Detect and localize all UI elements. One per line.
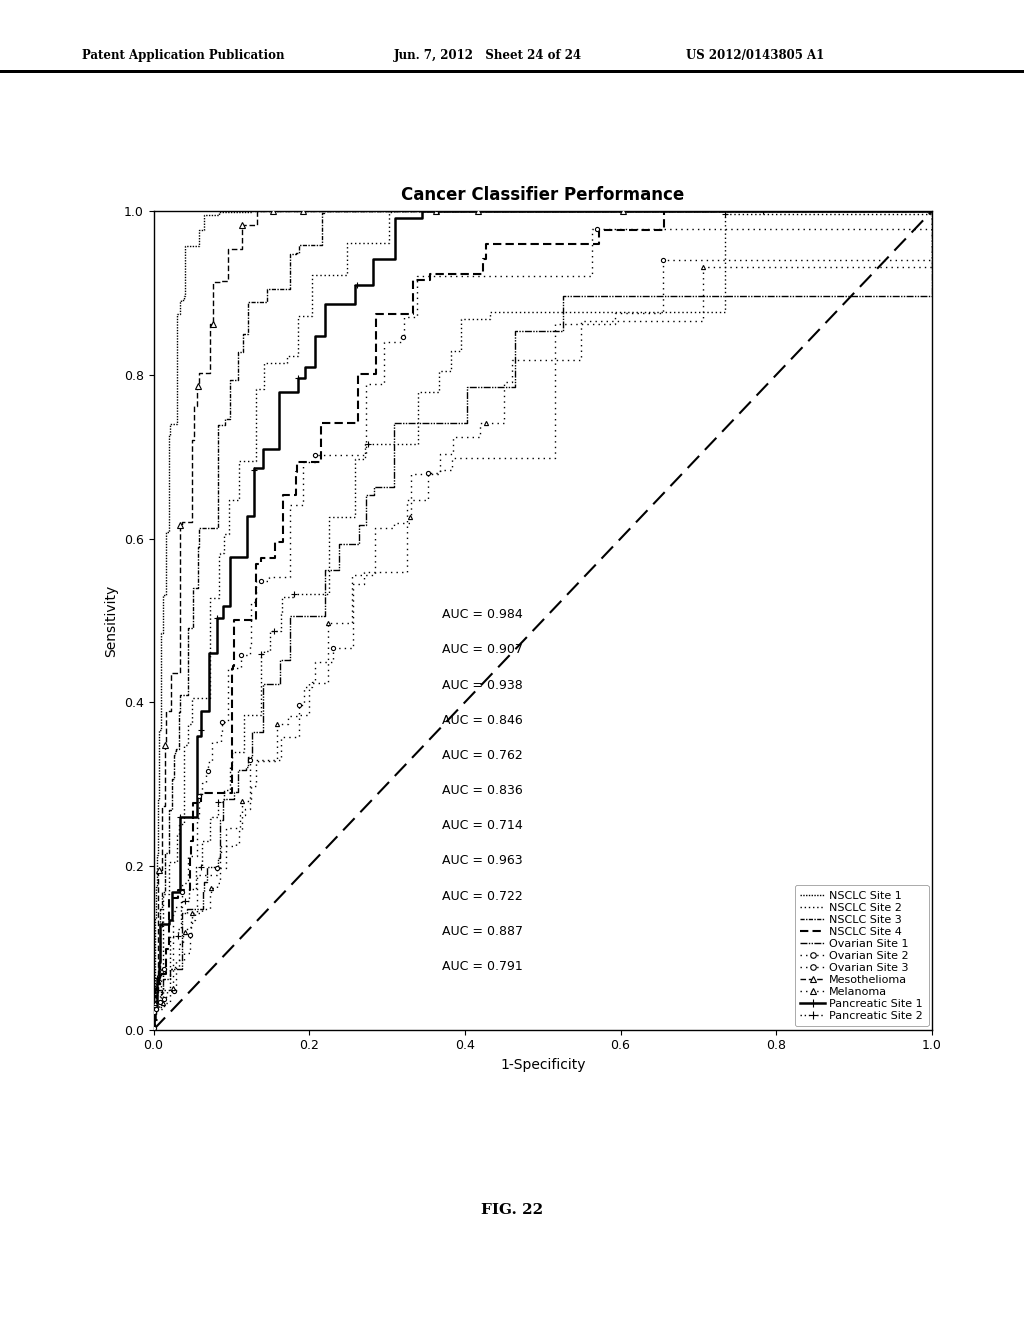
Text: AUC = 0.938: AUC = 0.938 — [441, 678, 522, 692]
Text: FIG. 22: FIG. 22 — [481, 1204, 543, 1217]
Y-axis label: Sensitivity: Sensitivity — [104, 585, 119, 656]
Text: Patent Application Publication: Patent Application Publication — [82, 49, 285, 62]
Text: AUC = 0.762: AUC = 0.762 — [441, 748, 522, 762]
Text: AUC = 0.722: AUC = 0.722 — [441, 890, 522, 903]
Title: Cancer Classifier Performance: Cancer Classifier Performance — [401, 186, 684, 205]
Text: AUC = 0.846: AUC = 0.846 — [441, 714, 522, 727]
Text: AUC = 0.836: AUC = 0.836 — [441, 784, 522, 797]
Text: US 2012/0143805 A1: US 2012/0143805 A1 — [686, 49, 824, 62]
Text: AUC = 0.887: AUC = 0.887 — [441, 925, 522, 937]
Text: Jun. 7, 2012   Sheet 24 of 24: Jun. 7, 2012 Sheet 24 of 24 — [394, 49, 583, 62]
Text: AUC = 0.791: AUC = 0.791 — [441, 960, 522, 973]
Text: AUC = 0.984: AUC = 0.984 — [441, 609, 522, 622]
Text: AUC = 0.714: AUC = 0.714 — [441, 820, 522, 833]
Text: AUC = 0.963: AUC = 0.963 — [441, 854, 522, 867]
X-axis label: 1-Specificity: 1-Specificity — [500, 1057, 586, 1072]
Legend: NSCLC Site 1, NSCLC Site 2, NSCLC Site 3, NSCLC Site 4, Ovarian Site 1, Ovarian : NSCLC Site 1, NSCLC Site 2, NSCLC Site 3… — [795, 886, 929, 1026]
Text: AUC = 0.907: AUC = 0.907 — [441, 643, 522, 656]
